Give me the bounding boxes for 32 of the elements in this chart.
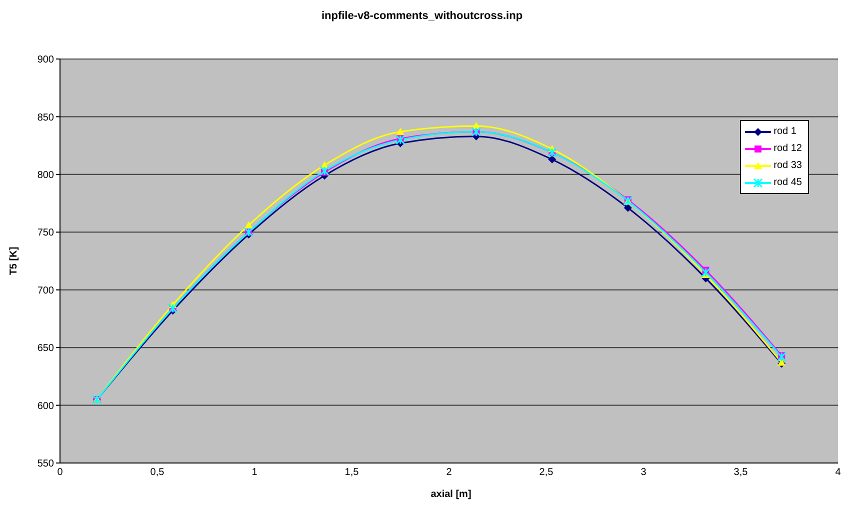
x-tick-label: 0,5	[150, 467, 164, 478]
x-tick-label: 1,5	[344, 467, 359, 478]
y-axis-title: T5 [K]	[8, 246, 20, 276]
x-tick-label: 3,5	[734, 467, 748, 478]
chart-title: inpfile-v8-comments_withoutcross.inp	[320, 10, 524, 22]
point	[548, 155, 556, 164]
y-tick-label: 550	[37, 458, 54, 470]
point	[396, 128, 404, 135]
y-tick-label: 850	[37, 112, 54, 124]
x-tick-label: 2,5	[539, 467, 554, 478]
y-tick-label: 900	[37, 54, 54, 66]
y-tick-label: 750	[37, 228, 54, 239]
point	[700, 268, 710, 278]
point	[624, 204, 632, 212]
x-tick-label: 1	[252, 467, 258, 478]
point	[244, 221, 253, 228]
point	[320, 166, 330, 176]
point	[396, 135, 406, 145]
legend-label: rod 33	[774, 160, 802, 171]
x-tick-label: 3	[640, 467, 646, 478]
y-tick-label: 700	[37, 285, 54, 296]
y-tick-label: 650	[37, 343, 54, 354]
legend-label: rod 12	[774, 143, 802, 154]
y-tick-label: 600	[37, 400, 54, 412]
x-tick-label: 2	[446, 467, 452, 478]
x-axis-title: axial [m]	[430, 489, 472, 500]
legend-label: rod 1	[774, 126, 796, 137]
y-tick-label: 800	[37, 170, 54, 181]
legend-label: rod 45	[774, 177, 802, 188]
x-tick-label: 4	[835, 467, 841, 478]
x-tick-label: 0	[57, 467, 63, 478]
point	[776, 352, 786, 362]
